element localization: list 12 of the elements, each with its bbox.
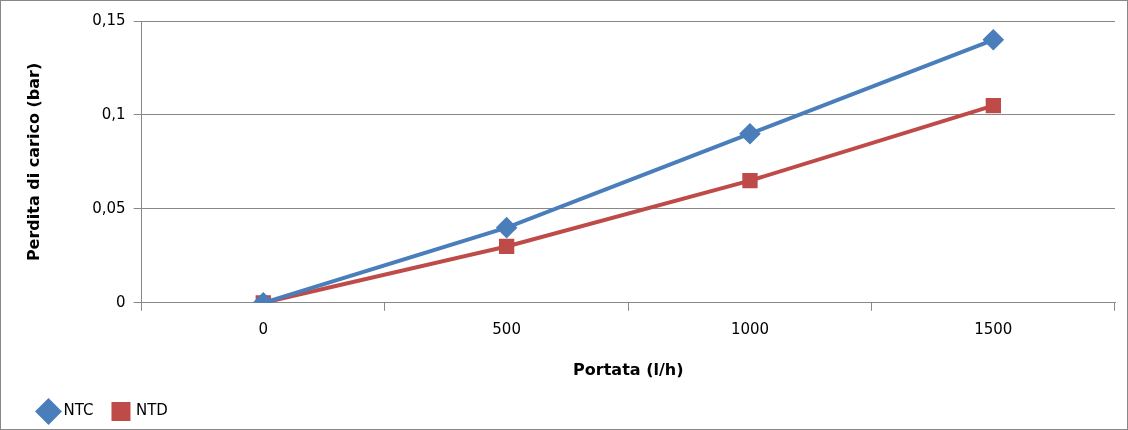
y-tick-label: 0,15 [92,10,126,29]
x-tick-label: 0 [258,319,269,338]
y-tick-label: 0 [116,292,126,311]
legend-label: NTD [135,401,168,420]
y-tick-label: 0,05 [92,198,126,217]
legend-label: NTC [63,401,94,420]
x-axis-title: Portata (l/h) [573,359,684,379]
x-tick-label: 1000 [730,319,770,338]
x-tick-label: 500 [492,319,521,338]
y-axis-title: Perdita di carico (bar) [23,62,43,262]
x-tick-label: 1500 [974,319,1013,338]
y-tick-label: 0,1 [101,104,126,123]
